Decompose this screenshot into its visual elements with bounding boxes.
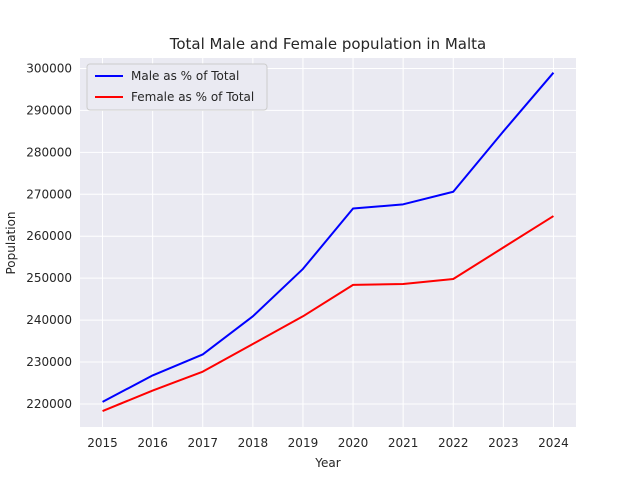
grid-lines [80,58,576,427]
x-tick-label: 2023 [488,436,519,450]
series-line-female [102,215,554,412]
y-axis-ticks: 220000 230000 240000 250000 260000 270000 2800… [26,61,72,410]
series-lines [102,72,555,412]
series-line-male [102,72,555,403]
x-axis-label: Year [314,456,340,470]
x-tick-label: 2024 [538,436,569,450]
x-tick-label: 2022 [438,436,469,450]
legend: Male as % of Total Female as % of Total [86,63,268,111]
y-tick-label: 260000 [26,229,72,243]
y-tick-label: 290000 [26,103,72,117]
x-tick-label: 2018 [238,436,269,450]
x-tick-label: 2017 [187,436,218,450]
y-tick-label: 250000 [26,271,72,285]
legend-label-female: Female as % of Total [131,90,254,104]
y-tick-label: 240000 [26,313,72,327]
x-tick-label: 2019 [288,436,319,450]
y-tick-label: 270000 [26,187,72,201]
x-tick-label: 2021 [388,436,419,450]
legend-label-male: Male as % of Total [131,69,239,83]
y-tick-label: 230000 [26,355,72,369]
legend-box [86,63,268,111]
y-tick-label: 300000 [26,61,72,75]
plot-area [80,58,576,427]
x-tick-label: 2015 [87,436,118,450]
x-tick-label: 2016 [137,436,168,450]
x-tick-label: 2020 [338,436,369,450]
y-tick-label: 280000 [26,145,72,159]
x-axis-ticks: 2015 2016 2017 2018 2019 2020 2021 2022 2023 2024 [87,436,568,450]
y-tick-label: 220000 [26,397,72,411]
chart-title: Total Male and Female population in Malt… [169,35,487,53]
y-axis-label: Population [4,211,18,274]
